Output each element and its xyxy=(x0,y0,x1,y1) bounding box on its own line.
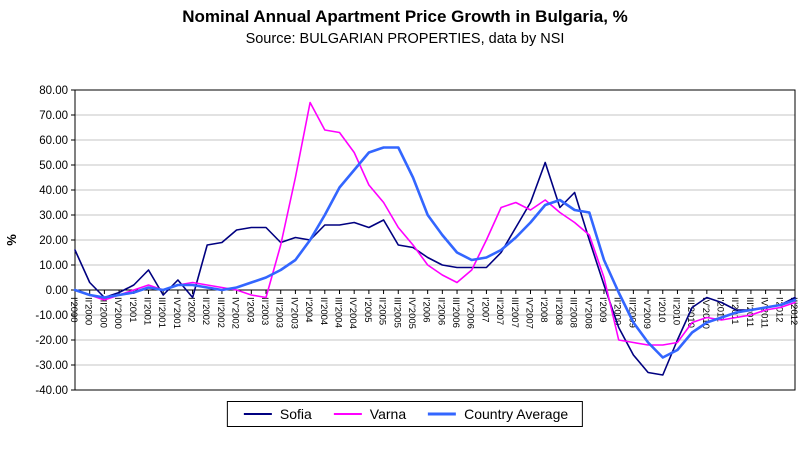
varna-line-swatch xyxy=(333,413,362,415)
y-tick-label: 0.00 xyxy=(46,285,68,297)
y-tick-label: -20.00 xyxy=(35,335,68,347)
x-tick-label: III'2004 xyxy=(332,297,343,328)
legend-item-varna: Varna xyxy=(332,406,406,422)
series-line-varna xyxy=(74,101,796,346)
x-tick-label: II'2006 xyxy=(435,297,446,325)
x-tick-label: II'2005 xyxy=(377,297,388,325)
x-tick-label: II'2009 xyxy=(612,297,623,325)
x-tick-label: I'2002 xyxy=(186,297,197,323)
y-axis-labels: -40.00 -30.00 -20.00 -10.00 0.00 10.00 20.00 30… xyxy=(35,85,75,397)
y-tick-label: 80.00 xyxy=(39,85,68,97)
x-tick-label: IV'2001 xyxy=(171,297,182,329)
legend-label-sofia: Sofia xyxy=(279,406,312,422)
y-tick-label: 10.00 xyxy=(39,260,68,272)
x-tick-label: IV'2009 xyxy=(641,297,652,329)
x-tick-label: I'2007 xyxy=(479,297,490,323)
x-tick-label: III'2001 xyxy=(156,297,167,328)
x-tick-label: IV'2011 xyxy=(759,297,770,328)
country-average-line-swatch xyxy=(428,412,457,416)
x-tick-label: III'2005 xyxy=(391,297,402,328)
x-tick-label: IV'2000 xyxy=(112,297,123,329)
x-tick-label: II'2010 xyxy=(670,297,681,325)
x-tick-label: II'2012 xyxy=(788,297,799,325)
x-tick-label: IV'2006 xyxy=(465,297,476,329)
y-tick-label: 20.00 xyxy=(39,235,68,247)
y-tick-label: -40.00 xyxy=(35,385,68,397)
x-tick-label: I'2001 xyxy=(127,297,138,323)
legend-item-sofia: Sofia xyxy=(242,406,312,422)
x-tick-label: III'2000 xyxy=(97,297,108,328)
x-tick-label: II'2011 xyxy=(729,297,740,325)
x-tick-label: IV'2008 xyxy=(582,297,593,329)
legend-label-varna: Varna xyxy=(369,406,407,422)
y-tick-label: -30.00 xyxy=(35,360,68,372)
x-tick-label: III'2009 xyxy=(626,297,637,328)
x-tick-label: II'2002 xyxy=(200,297,211,325)
series-line-sofia xyxy=(74,161,796,376)
y-tick-label: 40.00 xyxy=(39,185,68,197)
x-tick-label: I'2011 xyxy=(715,297,726,322)
y-tick-label: 50.00 xyxy=(39,160,68,172)
y-tick-label: -10.00 xyxy=(35,310,68,322)
x-tick-label: I'2008 xyxy=(538,297,549,323)
x-tick-label: IV'2004 xyxy=(347,297,358,329)
x-tick-label: II'2003 xyxy=(259,297,270,325)
y-axis-title: % xyxy=(4,234,19,246)
y-tick-label: 30.00 xyxy=(39,210,68,222)
y-tick-label: 70.00 xyxy=(39,110,68,122)
plot-border xyxy=(74,89,796,391)
x-tick-label: II'2001 xyxy=(141,297,152,325)
x-tick-label: IV'2003 xyxy=(288,297,299,329)
x-tick-label: II'2000 xyxy=(83,297,94,325)
x-tick-label: I'2000 xyxy=(68,297,79,323)
x-tick-label: II'2007 xyxy=(494,297,505,325)
x-tick-label: III'2006 xyxy=(450,297,461,328)
x-tick-label: III'2011 xyxy=(744,297,755,327)
legend-item-country-average: Country Average xyxy=(426,406,568,422)
x-tick-label: I'2005 xyxy=(362,297,373,323)
x-tick-label: I'2012 xyxy=(773,297,784,323)
y-tick-label: 60.00 xyxy=(39,135,68,147)
x-tick-label: III'2007 xyxy=(509,297,520,328)
series-line-country-average xyxy=(73,146,797,359)
x-tick-label: III'2003 xyxy=(274,297,285,328)
x-tick-label: II'2008 xyxy=(553,297,564,325)
x-tick-label: IV'2010 xyxy=(700,297,711,329)
x-tick-label: I'2009 xyxy=(597,297,608,323)
legend: Sofia Varna Country Average xyxy=(226,401,584,427)
x-tick-label: III'2008 xyxy=(568,297,579,328)
x-tick-label: I'2006 xyxy=(421,297,432,323)
x-tick-label: IV'2002 xyxy=(230,297,241,329)
x-tick-label: I'2010 xyxy=(656,297,667,323)
x-tick-label: II'2004 xyxy=(318,297,329,325)
x-tick-label: IV'2005 xyxy=(406,297,417,329)
chart-subtitle: Source: BULGARIAN PROPERTIES, data by NS… xyxy=(245,31,565,47)
chart-title: Nominal Annual Apartment Price Growth in… xyxy=(182,7,628,26)
sofia-line-swatch xyxy=(243,413,272,415)
x-tick-label: I'2003 xyxy=(244,297,255,323)
x-tick-label: IV'2007 xyxy=(524,297,535,329)
x-tick-label: III'2002 xyxy=(215,297,226,328)
x-tick-label: I'2004 xyxy=(303,297,314,323)
legend-label-country-average: Country Average xyxy=(464,406,569,422)
